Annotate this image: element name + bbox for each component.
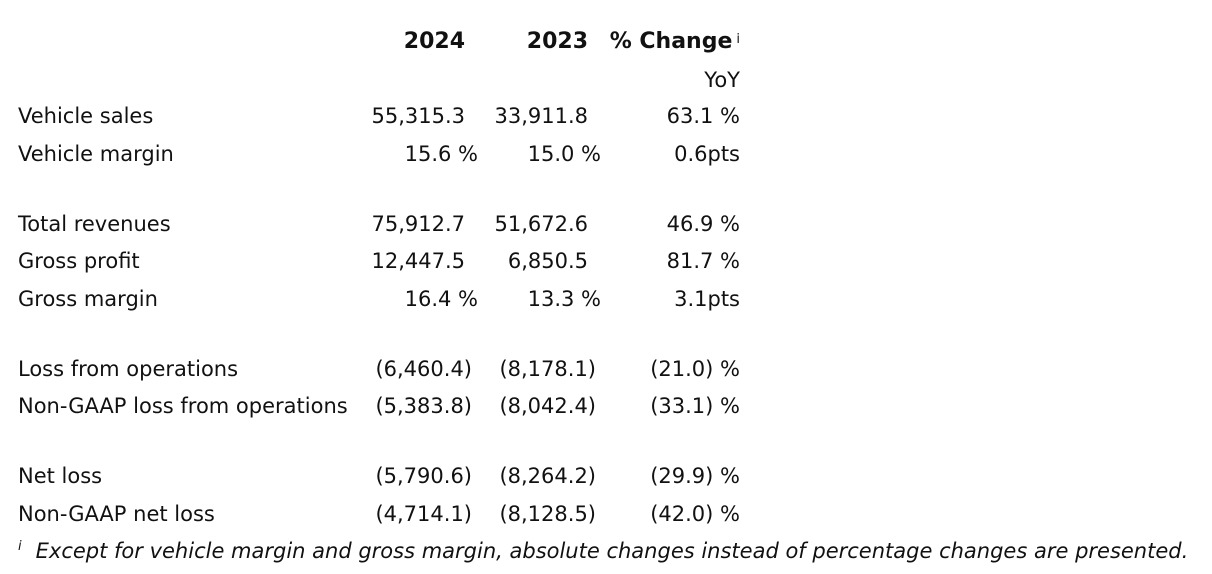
value-change: (42.0) % <box>650 502 740 526</box>
value-change: 46.9 % <box>666 212 740 236</box>
row-label: Gross margin <box>18 287 158 311</box>
column-header-2023: 2023 <box>526 29 588 54</box>
value-2024: 12,447.5 <box>371 249 465 273</box>
value-change: (29.9) % <box>650 464 740 488</box>
value-change: 0.6pts <box>674 142 740 166</box>
value-2023: 33,911.8 <box>494 104 588 128</box>
column-header-change: % Change i <box>610 29 740 55</box>
row-label: Gross profit <box>18 249 140 273</box>
value-2023: 51,672.6 <box>494 212 588 236</box>
value-change: 3.1pts <box>674 287 740 311</box>
row-label: Total revenues <box>18 212 171 236</box>
row-label: Non-GAAP net loss <box>18 502 215 526</box>
value-2024: 16.4 % <box>404 287 478 311</box>
row-label: Vehicle margin <box>18 142 174 166</box>
footnote-text: Except for vehicle margin and gross marg… <box>35 539 1189 563</box>
row-label: Loss from operations <box>18 357 239 381</box>
value-2024: 15.6 % <box>404 142 478 166</box>
row-label: Net loss <box>18 464 103 488</box>
value-2024: 55,315.3 <box>371 104 465 128</box>
value-2023: 6,850.5 <box>507 249 588 273</box>
value-2024: (5,790.6) <box>375 464 472 488</box>
row-label: Non-GAAP loss from operations <box>18 394 348 418</box>
value-2024: (6,460.4) <box>375 357 472 381</box>
value-2024: (4,714.1) <box>375 502 472 526</box>
value-2024: (5,383.8) <box>375 394 472 418</box>
row-label: Vehicle sales <box>18 104 154 128</box>
value-change: (33.1) % <box>650 394 740 418</box>
column-header-change-label: % Change <box>609 29 733 54</box>
value-2023: 13.3 % <box>527 287 601 311</box>
value-2023: (8,128.5) <box>499 502 596 526</box>
value-change: 81.7 % <box>666 249 740 273</box>
value-2023: 15.0 % <box>527 142 601 166</box>
value-2024: 75,912.7 <box>371 212 465 236</box>
value-change: 63.1 % <box>666 104 740 128</box>
footnote-marker: i <box>736 32 740 47</box>
value-2023: (8,264.2) <box>499 464 596 488</box>
column-header-2024: 2024 <box>403 29 465 54</box>
footnote: i Except for vehicle margin and gross mar… <box>18 538 1188 564</box>
value-change: (21.0) % <box>650 357 740 381</box>
value-2023: (8,042.4) <box>499 394 596 418</box>
value-2023: (8,178.1) <box>499 357 596 381</box>
footnote-mark: i <box>18 539 22 554</box>
column-header-change-sub: YoY <box>704 68 740 92</box>
